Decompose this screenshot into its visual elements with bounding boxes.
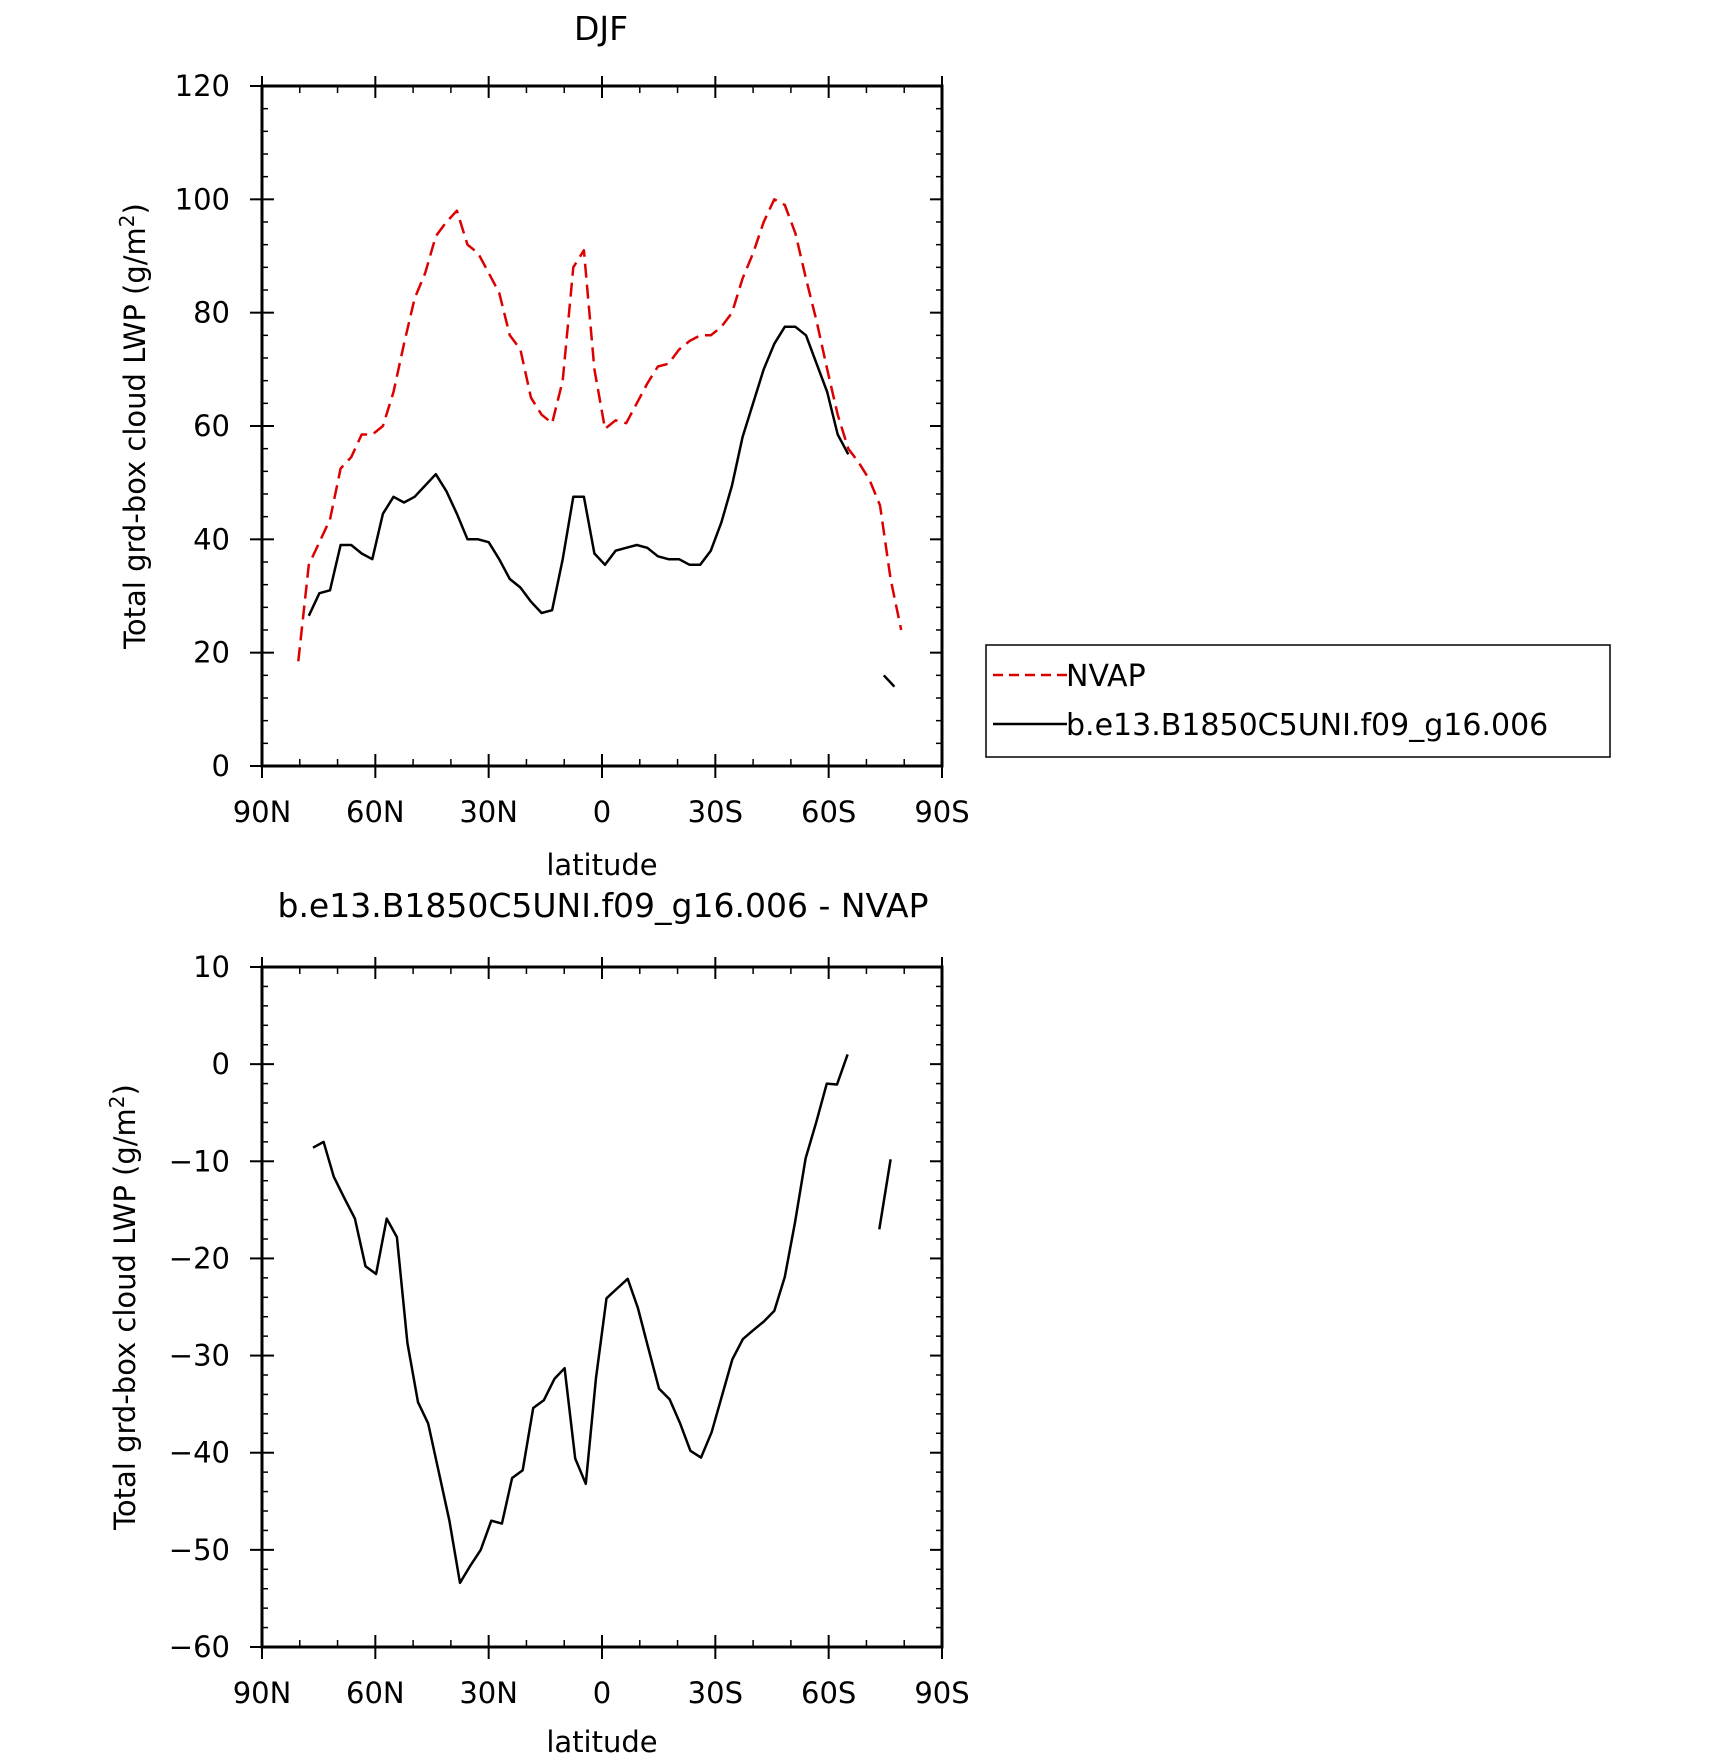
bottom-x-tick-label: 90N xyxy=(233,1676,292,1710)
legend: NVAP b.e13.B1850C5UNI.f09_g16.006 xyxy=(985,644,1611,758)
bottom-series-difference-line xyxy=(878,1159,892,1230)
bottom-y-axis-label-main: Total grd-box cloud LWP (g/m xyxy=(108,1108,142,1531)
bottom-x-tick-label: 60N xyxy=(346,1676,405,1710)
top-y-axis-label: Total grd-box cloud LWP (g/m2) xyxy=(115,203,152,650)
top-series-b-e13-b1850c5uni-f09-g16-006-line xyxy=(882,674,896,688)
top-y-axis-label-close: ) xyxy=(118,203,152,214)
top-x-tick-label: 0 xyxy=(593,795,611,829)
bottom-y-tick-label: 10 xyxy=(193,950,230,984)
top-y-axis-label-sup: 2 xyxy=(115,214,139,227)
top-x-axis-label: latitude xyxy=(546,848,657,882)
top-y-tick-label: 40 xyxy=(193,522,230,556)
top-series-nvap-line xyxy=(297,198,903,662)
top-y-tick-label: 0 xyxy=(212,749,230,783)
bottom-series-difference-line xyxy=(312,1053,849,1585)
bottom-x-tick-label: 30S xyxy=(688,1676,743,1710)
top-y-tick-label: 120 xyxy=(175,69,230,103)
bottom-x-tick-label: 0 xyxy=(593,1676,611,1710)
top-y-tick-label: 60 xyxy=(193,409,230,443)
bottom-y-axis-label-sup: 2 xyxy=(105,1095,129,1108)
top-panel: DJF 0 20 40 60 80 100 120 90N 60N 30N 0 30S 60S 90S l… xyxy=(115,9,1611,882)
top-series-b-e13-b1850c5uni-f09-g16-006-line xyxy=(307,325,850,617)
top-x-tick-label: 90N xyxy=(233,795,292,829)
top-ticks-layer: 0 20 40 60 80 100 120 90N 60N 30N 0 30S 60S 90S xyxy=(175,69,970,829)
top-y-axis-label-main: Total grd-box cloud LWP (g/m xyxy=(118,227,152,650)
top-chart-title: DJF xyxy=(574,9,628,48)
top-x-tick-label: 30S xyxy=(688,795,743,829)
bottom-x-axis-label: latitude xyxy=(546,1725,657,1756)
bottom-ticks-layer: −60 −50 −40 −30 −20 −10 0 10 90N 60N 30N 0 30S 60S 90S xyxy=(169,950,970,1710)
bottom-x-tick-label: 30N xyxy=(459,1676,518,1710)
bottom-x-tick-label: 90S xyxy=(914,1676,969,1710)
bottom-y-tick-label: −50 xyxy=(169,1533,230,1567)
bottom-y-tick-label: −20 xyxy=(169,1241,230,1275)
bottom-series-layer xyxy=(312,1053,892,1585)
legend-label-nvap: NVAP xyxy=(1066,659,1146,694)
top-y-tick-label: 100 xyxy=(175,182,230,216)
bottom-y-axis-label-close: ) xyxy=(108,1084,142,1095)
bottom-y-tick-label: −40 xyxy=(169,1436,230,1470)
bottom-y-tick-label: 0 xyxy=(212,1047,230,1081)
top-x-tick-label: 60S xyxy=(801,795,856,829)
top-plot-frame xyxy=(260,84,944,768)
legend-box xyxy=(985,644,1611,758)
top-x-tick-label: 90S xyxy=(914,795,969,829)
bottom-y-axis-label: Total grd-box cloud LWP (g/m2) xyxy=(105,1084,142,1531)
top-x-tick-label: 30N xyxy=(459,795,518,829)
bottom-x-tick-label: 60S xyxy=(801,1676,856,1710)
bottom-plot-frame xyxy=(260,965,944,1649)
bottom-chart-title: b.e13.B1850C5UNI.f09_g16.006 - NVAP xyxy=(278,886,929,925)
top-x-tick-label: 60N xyxy=(346,795,405,829)
bottom-panel: b.e13.B1850C5UNI.f09_g16.006 - NVAP −60−… xyxy=(105,886,970,1756)
top-series-layer xyxy=(297,198,903,688)
bottom-y-tick-label: −10 xyxy=(169,1144,230,1178)
bottom-y-tick-label: −60 xyxy=(169,1630,230,1664)
top-y-tick-label: 20 xyxy=(193,636,230,670)
legend-label-model: b.e13.B1850C5UNI.f09_g16.006 xyxy=(1066,708,1548,743)
bottom-y-tick-label: −30 xyxy=(169,1339,230,1373)
top-y-tick-label: 80 xyxy=(193,296,230,330)
